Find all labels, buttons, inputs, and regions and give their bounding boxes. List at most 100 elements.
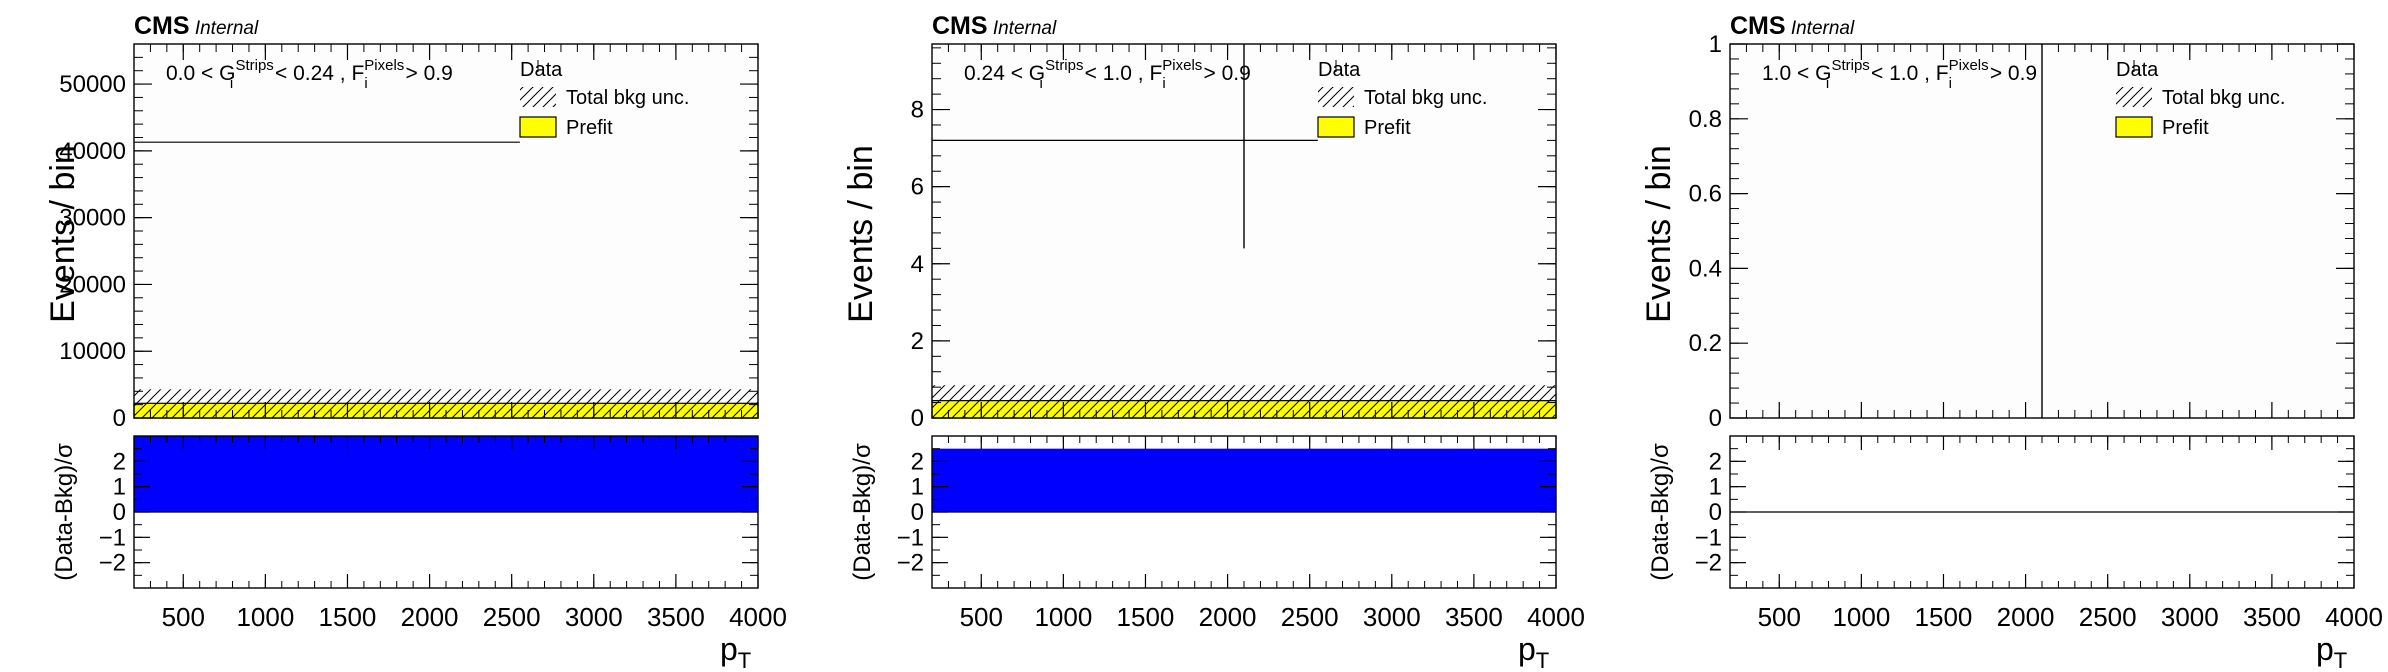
cut-f-sup: Pixels — [364, 57, 404, 74]
x-axis-label-main: p — [2316, 631, 2334, 667]
internal-label: Internal — [988, 18, 1057, 39]
top-ylabel: Events / bin — [1640, 145, 1678, 323]
cms-header: CMS Internal — [932, 12, 1057, 40]
xtick-label: 4000 — [2325, 602, 2383, 632]
cut-f-tail: > 0.9 — [400, 62, 453, 85]
legend-prefit-swatch — [2115, 116, 2153, 138]
cut-label: 0.0 < GStrips i < 0.24 , FPixels i > 0.9 — [166, 57, 453, 92]
bottom-ytick-label: 0 — [1709, 499, 1722, 526]
xtick-label: 3000 — [565, 602, 623, 632]
bottom-ytick-label: −1 — [99, 524, 126, 551]
cut-f-sup: Pixels — [1162, 57, 1202, 74]
top-ytick-label: 50000 — [59, 71, 126, 98]
cut-f-sup: Pixels — [1949, 57, 1989, 74]
legend-prefit-swatch — [519, 116, 557, 138]
bottom-ylabel: (Data-Bkg)/σ — [849, 443, 876, 581]
bottom-ylabel: (Data-Bkg)/σ — [51, 443, 78, 581]
x-axis-label: pT — [720, 631, 751, 672]
pull-bar — [932, 448, 1556, 512]
cut-g-sub: i — [230, 75, 233, 92]
top-ytick-label: 4 — [911, 251, 924, 278]
cut-f-sub: i — [364, 75, 367, 92]
bottom-ytick-label: 2 — [1709, 448, 1722, 475]
top-ytick-label: 0 — [1709, 405, 1722, 432]
legend-unc-swatch — [520, 87, 556, 107]
xtick-label: 1000 — [1034, 602, 1092, 632]
xtick-label: 2000 — [1199, 602, 1257, 632]
xtick-label: 2500 — [483, 602, 541, 632]
legend-prefit-label: Prefit — [2162, 117, 2209, 139]
top-ytick-label: 6 — [911, 174, 924, 201]
x-axis-label: pT — [1518, 631, 1549, 672]
cut-g-sub: i — [1039, 75, 1042, 92]
xtick-label: 3500 — [2243, 602, 2301, 632]
xtick-label: 2000 — [1997, 602, 2055, 632]
top-ytick-label: 40000 — [59, 138, 126, 165]
legend-unc-label: Total bkg unc. — [1364, 87, 1487, 109]
bottom-ytick-label: −2 — [99, 550, 126, 577]
legend-unc-label: Total bkg unc. — [566, 87, 689, 109]
pull-bar — [134, 436, 758, 512]
cut-f-tail: > 0.9 — [1198, 62, 1251, 85]
xtick-label: 500 — [960, 602, 1003, 632]
top-ytick-label: 0.4 — [1689, 255, 1722, 282]
xtick-label: 1500 — [1915, 602, 1973, 632]
top-ytick-label: 2 — [911, 328, 924, 355]
legend-data-label: Data — [1318, 59, 1361, 81]
top-ytick-label: 0 — [911, 405, 924, 432]
cut-g-high: < 1.0 , F — [1865, 62, 1948, 85]
x-axis-label-sub: T — [2334, 648, 2347, 672]
x-axis-label-sub: T — [1536, 648, 1549, 672]
legend-prefit-swatch — [1317, 116, 1355, 138]
cut-f-tail: > 0.9 — [1984, 62, 2037, 85]
xtick-label: 3500 — [1445, 602, 1503, 632]
xtick-label: 1000 — [236, 602, 294, 632]
bottom-ytick-label: 1 — [911, 474, 924, 501]
cut-g-sup: Strips — [1045, 57, 1083, 74]
top-ylabel: Events / bin — [842, 145, 880, 323]
cut-g-sub: i — [1826, 75, 1829, 92]
cut-g-low: 0.24 < G — [964, 62, 1045, 85]
bottom-ytick-label: 2 — [113, 448, 126, 475]
panel-2: 0 2 4 6 8 Events / bin CMS Internal 0.24 < GStr… — [842, 12, 1585, 672]
top-ytick-label: 20000 — [59, 271, 126, 298]
x-axis-label-main: p — [1518, 631, 1536, 667]
top-ytick-label: 0.2 — [1689, 330, 1722, 357]
xtick-label: 1500 — [319, 602, 377, 632]
cms-label: CMS — [134, 12, 190, 40]
cut-label: 0.24 < GStrips i < 1.0 , FPixels i > 0.9 — [964, 57, 1251, 92]
xtick-label: 4000 — [729, 602, 787, 632]
legend-unc-label: Total bkg unc. — [2162, 87, 2285, 109]
top-ytick-label: 1 — [1709, 31, 1722, 58]
cut-f-sub: i — [1949, 75, 1952, 92]
xtick-label: 500 — [162, 602, 205, 632]
cut-f-sub: i — [1162, 75, 1165, 92]
xtick-label: 4000 — [1527, 602, 1585, 632]
bottom-ytick-label: 0 — [911, 499, 924, 526]
x-axis-label: pT — [2316, 631, 2347, 672]
internal-label: Internal — [1786, 18, 1855, 39]
cut-g-sup: Strips — [1831, 57, 1869, 74]
internal-label: Internal — [190, 18, 259, 39]
cut-label: 1.0 < GStrips i < 1.0 , FPixels i > 0.9 — [1762, 57, 2037, 92]
bottom-ytick-label: 0 — [113, 499, 126, 526]
xtick-label: 1000 — [1832, 602, 1890, 632]
top-ylabel: Events / bin — [44, 145, 82, 323]
xtick-label: 500 — [1758, 602, 1801, 632]
xtick-label: 3500 — [647, 602, 705, 632]
cut-g-sup: Strips — [235, 57, 273, 74]
xtick-label: 2000 — [401, 602, 459, 632]
cms-label: CMS — [1730, 12, 1786, 40]
cut-g-low: 1.0 < G — [1762, 62, 1831, 85]
legend-unc-swatch — [1318, 87, 1354, 107]
xtick-label: 3000 — [1363, 602, 1421, 632]
xtick-label: 1500 — [1117, 602, 1175, 632]
top-ytick-label: 0.8 — [1689, 106, 1722, 133]
cut-g-high: < 0.24 , F — [269, 62, 364, 85]
legend-unc-swatch — [2116, 87, 2152, 107]
top-pad-background — [134, 44, 758, 418]
panel-3: 0 0.2 0.4 0.6 0.8 1 Events / bin CMS Internal 1.… — [1640, 12, 2383, 672]
cms-header: CMS Internal — [1730, 12, 1855, 40]
top-ytick-label: 8 — [911, 97, 924, 124]
